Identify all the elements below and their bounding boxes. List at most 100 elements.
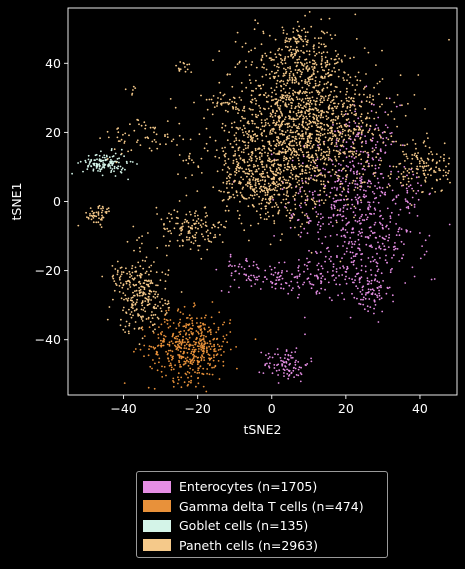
data-point xyxy=(309,78,312,81)
data-point xyxy=(157,337,160,339)
data-point xyxy=(204,216,207,218)
data-point xyxy=(124,88,127,91)
data-point xyxy=(124,132,127,135)
data-point xyxy=(354,110,356,113)
data-point xyxy=(191,328,194,330)
data-point xyxy=(343,123,346,126)
data-point xyxy=(99,168,102,171)
data-point xyxy=(111,155,114,158)
data-point xyxy=(340,229,343,232)
data-point xyxy=(200,257,203,260)
data-point xyxy=(155,141,157,143)
data-point xyxy=(176,144,178,146)
data-point xyxy=(400,228,403,231)
data-point xyxy=(238,214,241,217)
data-point xyxy=(354,255,357,257)
data-point xyxy=(170,340,173,343)
data-point xyxy=(239,200,241,203)
data-point xyxy=(254,47,256,50)
data-point xyxy=(285,214,288,217)
data-point xyxy=(184,357,187,360)
data-point xyxy=(320,125,322,128)
data-point xyxy=(306,97,309,100)
data-point xyxy=(294,48,297,51)
data-point xyxy=(353,129,356,131)
data-point xyxy=(268,215,270,218)
data-point xyxy=(399,144,402,147)
data-point xyxy=(234,174,237,176)
data-point xyxy=(375,261,378,264)
data-point xyxy=(248,179,251,182)
data-point xyxy=(166,136,169,139)
data-point xyxy=(325,82,328,85)
data-point xyxy=(188,314,191,317)
data-point xyxy=(180,226,183,229)
data-point xyxy=(305,40,308,43)
data-point xyxy=(328,223,330,226)
data-point xyxy=(177,335,180,337)
data-point xyxy=(320,154,322,157)
data-point xyxy=(209,329,212,331)
data-point xyxy=(330,175,332,177)
data-point xyxy=(128,280,131,283)
data-point xyxy=(132,89,134,91)
data-point xyxy=(260,155,263,157)
data-point xyxy=(252,108,254,111)
data-point xyxy=(178,245,181,247)
data-point xyxy=(130,275,133,277)
data-point xyxy=(309,97,311,100)
data-point xyxy=(292,92,294,95)
data-point xyxy=(338,151,341,154)
data-point xyxy=(306,164,309,167)
data-point xyxy=(148,285,150,288)
data-point xyxy=(138,280,141,283)
data-point xyxy=(342,210,345,213)
data-point xyxy=(313,44,315,47)
data-point xyxy=(247,275,250,278)
data-point xyxy=(325,65,327,68)
data-point xyxy=(283,372,285,374)
data-point xyxy=(277,99,280,102)
data-point xyxy=(413,206,416,208)
data-point xyxy=(314,159,317,162)
data-point xyxy=(391,294,394,297)
data-point xyxy=(122,309,124,312)
data-point xyxy=(150,270,152,273)
data-point xyxy=(263,189,266,192)
data-point xyxy=(185,159,188,162)
data-point xyxy=(275,143,278,145)
data-point xyxy=(374,164,377,167)
data-point xyxy=(424,239,427,242)
data-point xyxy=(295,154,297,157)
data-point xyxy=(419,257,422,260)
data-point xyxy=(323,133,326,135)
data-point xyxy=(138,236,141,239)
data-point xyxy=(201,233,203,236)
data-point xyxy=(154,313,157,316)
data-point xyxy=(397,170,400,173)
data-point xyxy=(233,134,236,137)
data-point xyxy=(343,167,345,170)
data-point xyxy=(172,368,175,371)
data-point xyxy=(163,318,166,321)
data-point xyxy=(251,204,254,206)
data-point xyxy=(153,131,155,134)
data-point xyxy=(351,251,354,254)
data-point xyxy=(172,333,174,336)
data-point xyxy=(324,288,326,291)
data-point xyxy=(347,191,350,194)
data-point xyxy=(202,338,205,341)
data-point xyxy=(273,64,276,67)
data-point xyxy=(298,127,300,130)
data-point xyxy=(339,90,342,93)
data-point xyxy=(276,276,278,279)
data-point xyxy=(336,95,338,98)
data-point xyxy=(129,160,132,163)
data-point xyxy=(284,282,287,284)
data-point xyxy=(223,191,225,193)
data-point xyxy=(444,171,447,174)
data-point xyxy=(252,134,255,136)
data-point xyxy=(369,306,372,308)
data-point xyxy=(299,187,302,189)
data-point xyxy=(343,138,346,141)
